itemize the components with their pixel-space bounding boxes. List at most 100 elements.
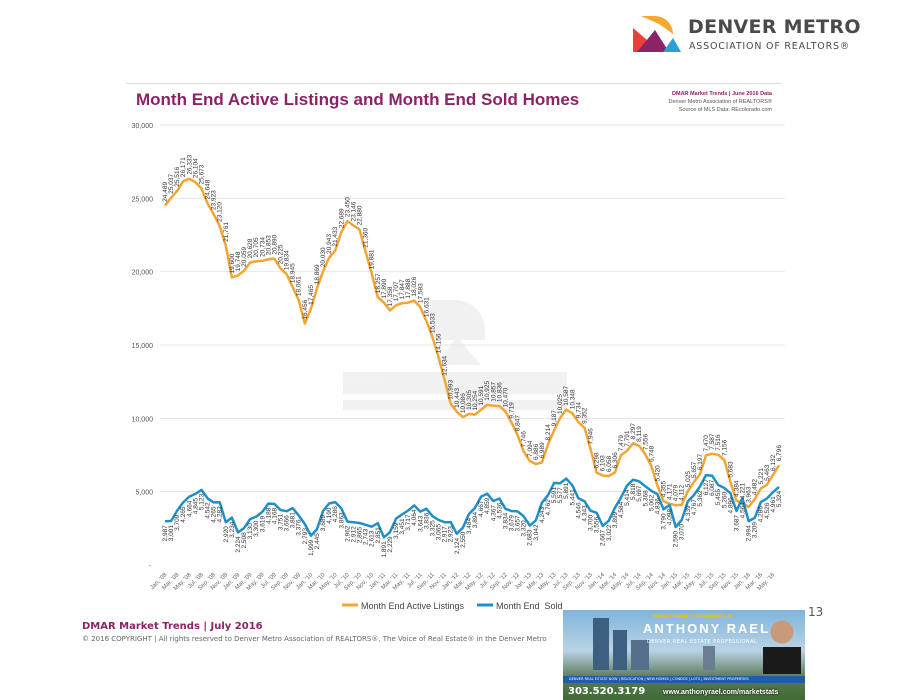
data-label: 4,667 [478,500,485,517]
data-label: 20,734 [259,237,266,257]
data-label: 18,026 [411,276,418,296]
data-label: 4,542 [205,502,212,519]
data-label: 3,679 [509,515,516,532]
data-label: 2,224 [235,536,242,553]
data-label: 6,058 [606,455,613,472]
data-label: 3,751 [278,514,285,531]
agent-photo [763,614,801,674]
data-label: 4,265 [180,506,187,523]
data-label: 23,450 [344,197,351,217]
data-label: 3,042 [533,524,540,541]
advertisement-banner[interactable]: MARKET REPORT COMPLIMENTS OF ANTHONY RAE… [563,610,805,700]
data-label: 10,254 [472,390,479,410]
data-label: 4,845 [192,498,199,515]
data-label: 4,564 [740,502,747,519]
data-label: 5,221 [758,468,765,485]
data-label: 4,536 [496,502,503,519]
data-label: 10,348 [569,389,576,409]
data-label: 6,087 [709,479,716,496]
data-label: 4,265 [211,506,218,523]
data-label: 20,890 [271,234,278,254]
data-label: 4,546 [575,502,582,519]
logo-subtitle: ASSOCIATION OF REALTORS® [689,41,851,52]
ad-url[interactable]: www.anthonyrael.com/marketstats [663,689,779,696]
data-label: 10,857 [490,381,497,401]
data-label: 17,847 [399,279,406,299]
ad-subtitle: DENVER REAL ESTATE PROFESSIONAL [647,639,758,645]
data-label: 5,577 [557,487,564,504]
data-label: 3,963 [746,486,753,503]
data-label: 4,286 [332,506,339,523]
data-label: 4,190 [326,507,333,524]
data-label: 7,746 [521,431,528,448]
data-label: 4,526 [764,502,771,519]
data-label: 3,001 [168,525,175,542]
data-label: 16,631 [423,297,430,317]
data-label: 3,556 [594,516,601,533]
data-label: 2,550 [460,531,467,548]
data-label: 4,221 [740,482,747,499]
data-label: 5,123 [198,493,205,510]
data-label: 5,362 [697,490,704,507]
data-label: 3,209 [752,522,759,539]
data-label: 5,697 [636,485,643,502]
data-label: 2,962 [344,525,351,542]
data-label: 3,657 [515,515,522,532]
data-label: 15,533 [429,313,436,333]
data-label: 3,899 [612,511,619,528]
data-label: 5,324 [776,491,783,508]
data-label: 2,124 [454,537,461,554]
data-label: 3,717 [405,514,412,531]
data-label: 4,168 [271,507,278,524]
data-label: 6,886 [533,443,540,460]
data-label: 21,433 [332,226,339,246]
ad-service-bar [563,676,805,683]
data-label: 10,470 [502,387,509,407]
data-label: 4,584 [618,501,625,518]
data-label: 3,666 [284,515,291,532]
data-label: 2,912 [350,526,357,543]
data-label: 4,762 [545,499,552,516]
source-line-2: Denver Metro Association of REALTORS® [668,99,772,105]
data-label: 25,673 [198,164,205,184]
data-label: 2,865 [357,527,364,544]
data-label: 20,628 [247,238,254,258]
data-label: 10,025 [557,394,564,414]
watermark-logo-icon [343,300,567,410]
data-label: 5,414 [624,489,631,506]
data-label: 5,260 [721,491,728,508]
data-label: 8,119 [636,426,643,442]
data-label: 21,360 [363,227,370,247]
y-tick-label: 30,000 [132,123,154,130]
data-label: 7,791 [624,430,631,447]
data-label: 4,243 [539,506,546,523]
data-label: 3,687 [733,515,740,532]
data-label: 23,146 [350,201,357,221]
data-label: 3,881 [290,512,297,529]
data-label: 25,037 [168,174,175,194]
data-label: 3,790 [660,513,667,530]
data-label: 3,320 [521,520,528,537]
data-label: 6,796 [776,445,783,462]
data-label: 25,516 [174,166,181,186]
data-label: 8,847 [515,415,522,432]
data-label: 4,079 [673,485,680,502]
ad-services: DENVER REAL ESTATE NOW | RELOCATION | NE… [569,677,749,681]
data-label: 2,920 [223,526,230,543]
data-label: 1,891 [381,541,388,558]
data-label: 10,587 [563,385,570,405]
data-label: 9,719 [509,402,516,419]
data-label: 7,556 [642,434,649,451]
data-label: 20,943 [326,234,333,254]
data-label: 18,257 [375,273,382,293]
data-label: 21,761 [223,222,230,242]
data-label: 5,368 [642,490,649,507]
data-label: 19,834 [284,250,291,270]
data-label: 5,591 [551,487,558,504]
data-label: 20,853 [265,235,272,255]
data-label: 9,734 [575,402,582,419]
data-label: 3,022 [606,524,613,541]
data-label: 4,282 [217,506,224,523]
data-label: 10,305 [466,390,473,410]
